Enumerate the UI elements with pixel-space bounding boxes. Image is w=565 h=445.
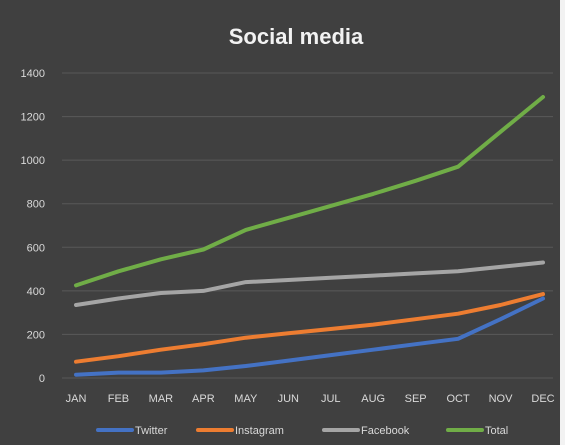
y-tick-label: 1000 (21, 155, 45, 167)
y-tick-label: 400 (27, 286, 45, 298)
y-tick-label: 200 (27, 329, 45, 341)
x-tick-label: NOV (489, 393, 514, 405)
y-tick-label: 0 (39, 373, 45, 385)
x-axis-tick-labels: JAN FEB MAR APR MAY JUN JUL AUG SEP OCT NOV DEC (66, 393, 555, 405)
x-tick-label: APR (192, 393, 215, 405)
y-tick-label: 1200 (21, 112, 45, 124)
legend-item-facebook: Facebook (322, 425, 410, 437)
series-line-total (74, 95, 545, 288)
legend-label: Twitter (135, 425, 168, 437)
x-tick-label: JAN (66, 393, 87, 405)
y-tick-label: 800 (27, 199, 45, 211)
legend-item-twitter: Twitter (96, 425, 168, 437)
legend-item-instagram: Instagram (196, 425, 284, 437)
y-axis-tick-labels: 0 200 400 600 800 1000 1200 1400 (21, 68, 45, 385)
x-tick-label: OCT (446, 393, 470, 405)
x-tick-label: DEC (531, 393, 554, 405)
legend-item-total: Total (446, 425, 508, 437)
legend-label: Facebook (361, 425, 410, 437)
x-tick-label: MAY (234, 393, 258, 405)
gridlines (62, 72, 553, 379)
series-lines (74, 95, 545, 377)
x-tick-label: AUG (361, 393, 385, 405)
x-tick-label: FEB (108, 393, 129, 405)
legend: Twitter Instagram Facebook Total (96, 425, 508, 437)
series-line-twitter (74, 296, 545, 377)
series-line-instagram (74, 292, 545, 364)
x-tick-label: MAR (149, 393, 174, 405)
y-tick-label: 1400 (21, 68, 45, 80)
series-line-facebook (74, 260, 545, 307)
legend-label: Instagram (235, 425, 284, 437)
legend-label: Total (485, 425, 508, 437)
x-tick-label: JUL (321, 393, 341, 405)
x-tick-label: JUN (278, 393, 299, 405)
y-tick-label: 600 (27, 242, 45, 254)
x-tick-label: SEP (405, 393, 427, 405)
chart-title: Social media (229, 24, 364, 49)
